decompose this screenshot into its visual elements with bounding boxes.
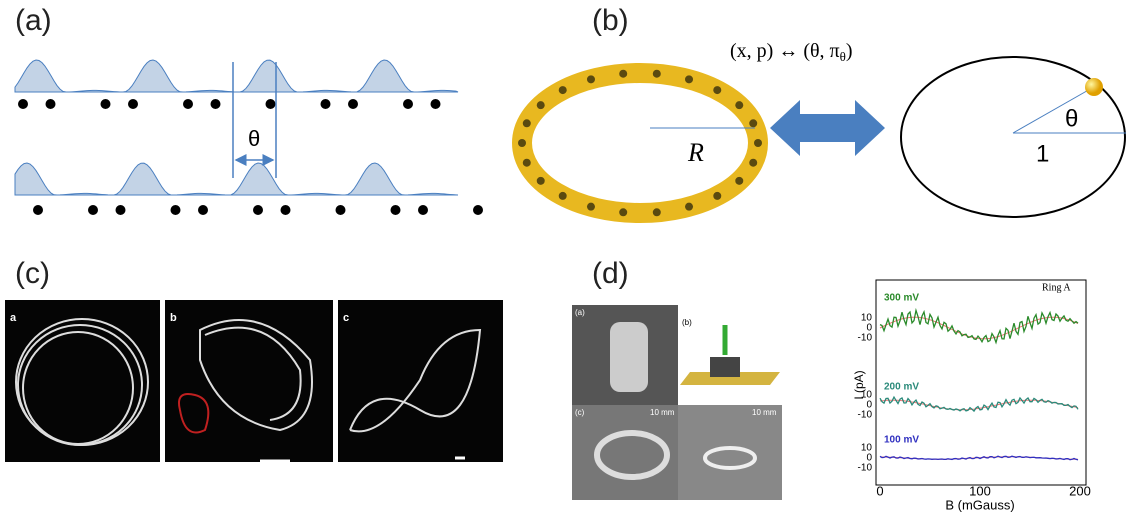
bead bbox=[713, 192, 721, 200]
atom bbox=[253, 205, 263, 215]
panel-label: (a) bbox=[15, 4, 52, 37]
bead bbox=[685, 203, 693, 211]
photo-label: b bbox=[170, 312, 177, 324]
y-axis-label: I (pA) bbox=[852, 370, 866, 399]
atom bbox=[431, 99, 441, 109]
equation: (x, p) ↔ (θ, πθ) bbox=[730, 40, 853, 64]
atom bbox=[348, 99, 358, 109]
bead bbox=[537, 177, 545, 185]
atom bbox=[116, 205, 126, 215]
bead bbox=[523, 159, 531, 167]
atom bbox=[46, 99, 56, 109]
photo bbox=[165, 300, 333, 462]
bead bbox=[653, 70, 661, 78]
atom bbox=[18, 99, 28, 109]
trace bbox=[880, 310, 1078, 342]
trace bbox=[880, 397, 1078, 411]
bead bbox=[713, 86, 721, 94]
bead bbox=[518, 139, 526, 147]
photo-label: (b) bbox=[682, 318, 692, 327]
atom bbox=[101, 99, 111, 109]
x-tick-label: 0 bbox=[876, 483, 883, 498]
atom bbox=[391, 205, 401, 215]
radius-label: R bbox=[687, 138, 704, 167]
photo bbox=[678, 405, 782, 500]
atom bbox=[266, 99, 276, 109]
bead bbox=[619, 208, 627, 216]
atom bbox=[418, 205, 428, 215]
ring-icon bbox=[710, 357, 740, 377]
photo-label: (c) bbox=[575, 408, 585, 417]
trace-label: 100 mV bbox=[884, 435, 919, 446]
photo-label: (a) bbox=[575, 308, 585, 317]
fit-curve bbox=[880, 317, 1078, 339]
ring bbox=[522, 73, 758, 213]
atom bbox=[473, 205, 483, 215]
potential-wave bbox=[15, 60, 458, 92]
potential-wave bbox=[15, 163, 458, 195]
x-tick-label: 100 bbox=[969, 483, 991, 498]
unit-label: 1 bbox=[1036, 140, 1049, 167]
atom bbox=[321, 99, 331, 109]
bead bbox=[754, 139, 762, 147]
bead bbox=[559, 192, 567, 200]
atom bbox=[198, 205, 208, 215]
figure: (a) θ (b) (x, p) ↔ (θ, πθ) R θ 1 (c) a b… bbox=[0, 0, 1126, 516]
x-tick-label: 200 bbox=[1069, 483, 1091, 498]
double-arrow bbox=[770, 100, 885, 156]
scale-label: 10 mm bbox=[752, 408, 777, 417]
atom bbox=[128, 99, 138, 109]
bead bbox=[523, 119, 531, 127]
bead bbox=[735, 177, 743, 185]
atom bbox=[403, 99, 413, 109]
trace-label: 200 mV bbox=[884, 382, 919, 393]
atom bbox=[33, 205, 43, 215]
angle-label: θ bbox=[248, 126, 260, 151]
bead bbox=[749, 159, 757, 167]
angle-label: θ bbox=[1065, 105, 1078, 132]
y-tick-label: -10 bbox=[858, 333, 873, 344]
atom bbox=[88, 205, 98, 215]
bead bbox=[587, 75, 595, 83]
photo-label: c bbox=[343, 312, 349, 324]
bead bbox=[619, 70, 627, 78]
scale-label: 10 mm bbox=[650, 408, 675, 417]
plot-title: Ring A bbox=[1042, 282, 1071, 293]
atom bbox=[171, 205, 181, 215]
photo bbox=[572, 405, 678, 500]
atom bbox=[183, 99, 193, 109]
bead bbox=[685, 75, 693, 83]
particle bbox=[1085, 78, 1103, 96]
tube bbox=[610, 322, 648, 392]
trace bbox=[880, 456, 1078, 460]
photo-label: a bbox=[10, 312, 17, 324]
atom bbox=[281, 205, 291, 215]
bead bbox=[653, 208, 661, 216]
y-tick-label: -10 bbox=[858, 410, 873, 421]
bead bbox=[559, 86, 567, 94]
panel-label: (b) bbox=[592, 4, 629, 37]
bead bbox=[735, 101, 743, 109]
bead bbox=[749, 119, 757, 127]
trace-label: 300 mV bbox=[884, 293, 919, 304]
panel-label: (d) bbox=[592, 257, 629, 290]
atom bbox=[211, 99, 221, 109]
radius-line bbox=[1013, 88, 1092, 133]
atom bbox=[336, 205, 346, 215]
bead bbox=[587, 203, 595, 211]
y-tick-label: -10 bbox=[858, 463, 873, 474]
x-axis-label: B (mGauss) bbox=[945, 497, 1014, 512]
bead bbox=[537, 101, 545, 109]
panel-label: (c) bbox=[15, 257, 50, 290]
